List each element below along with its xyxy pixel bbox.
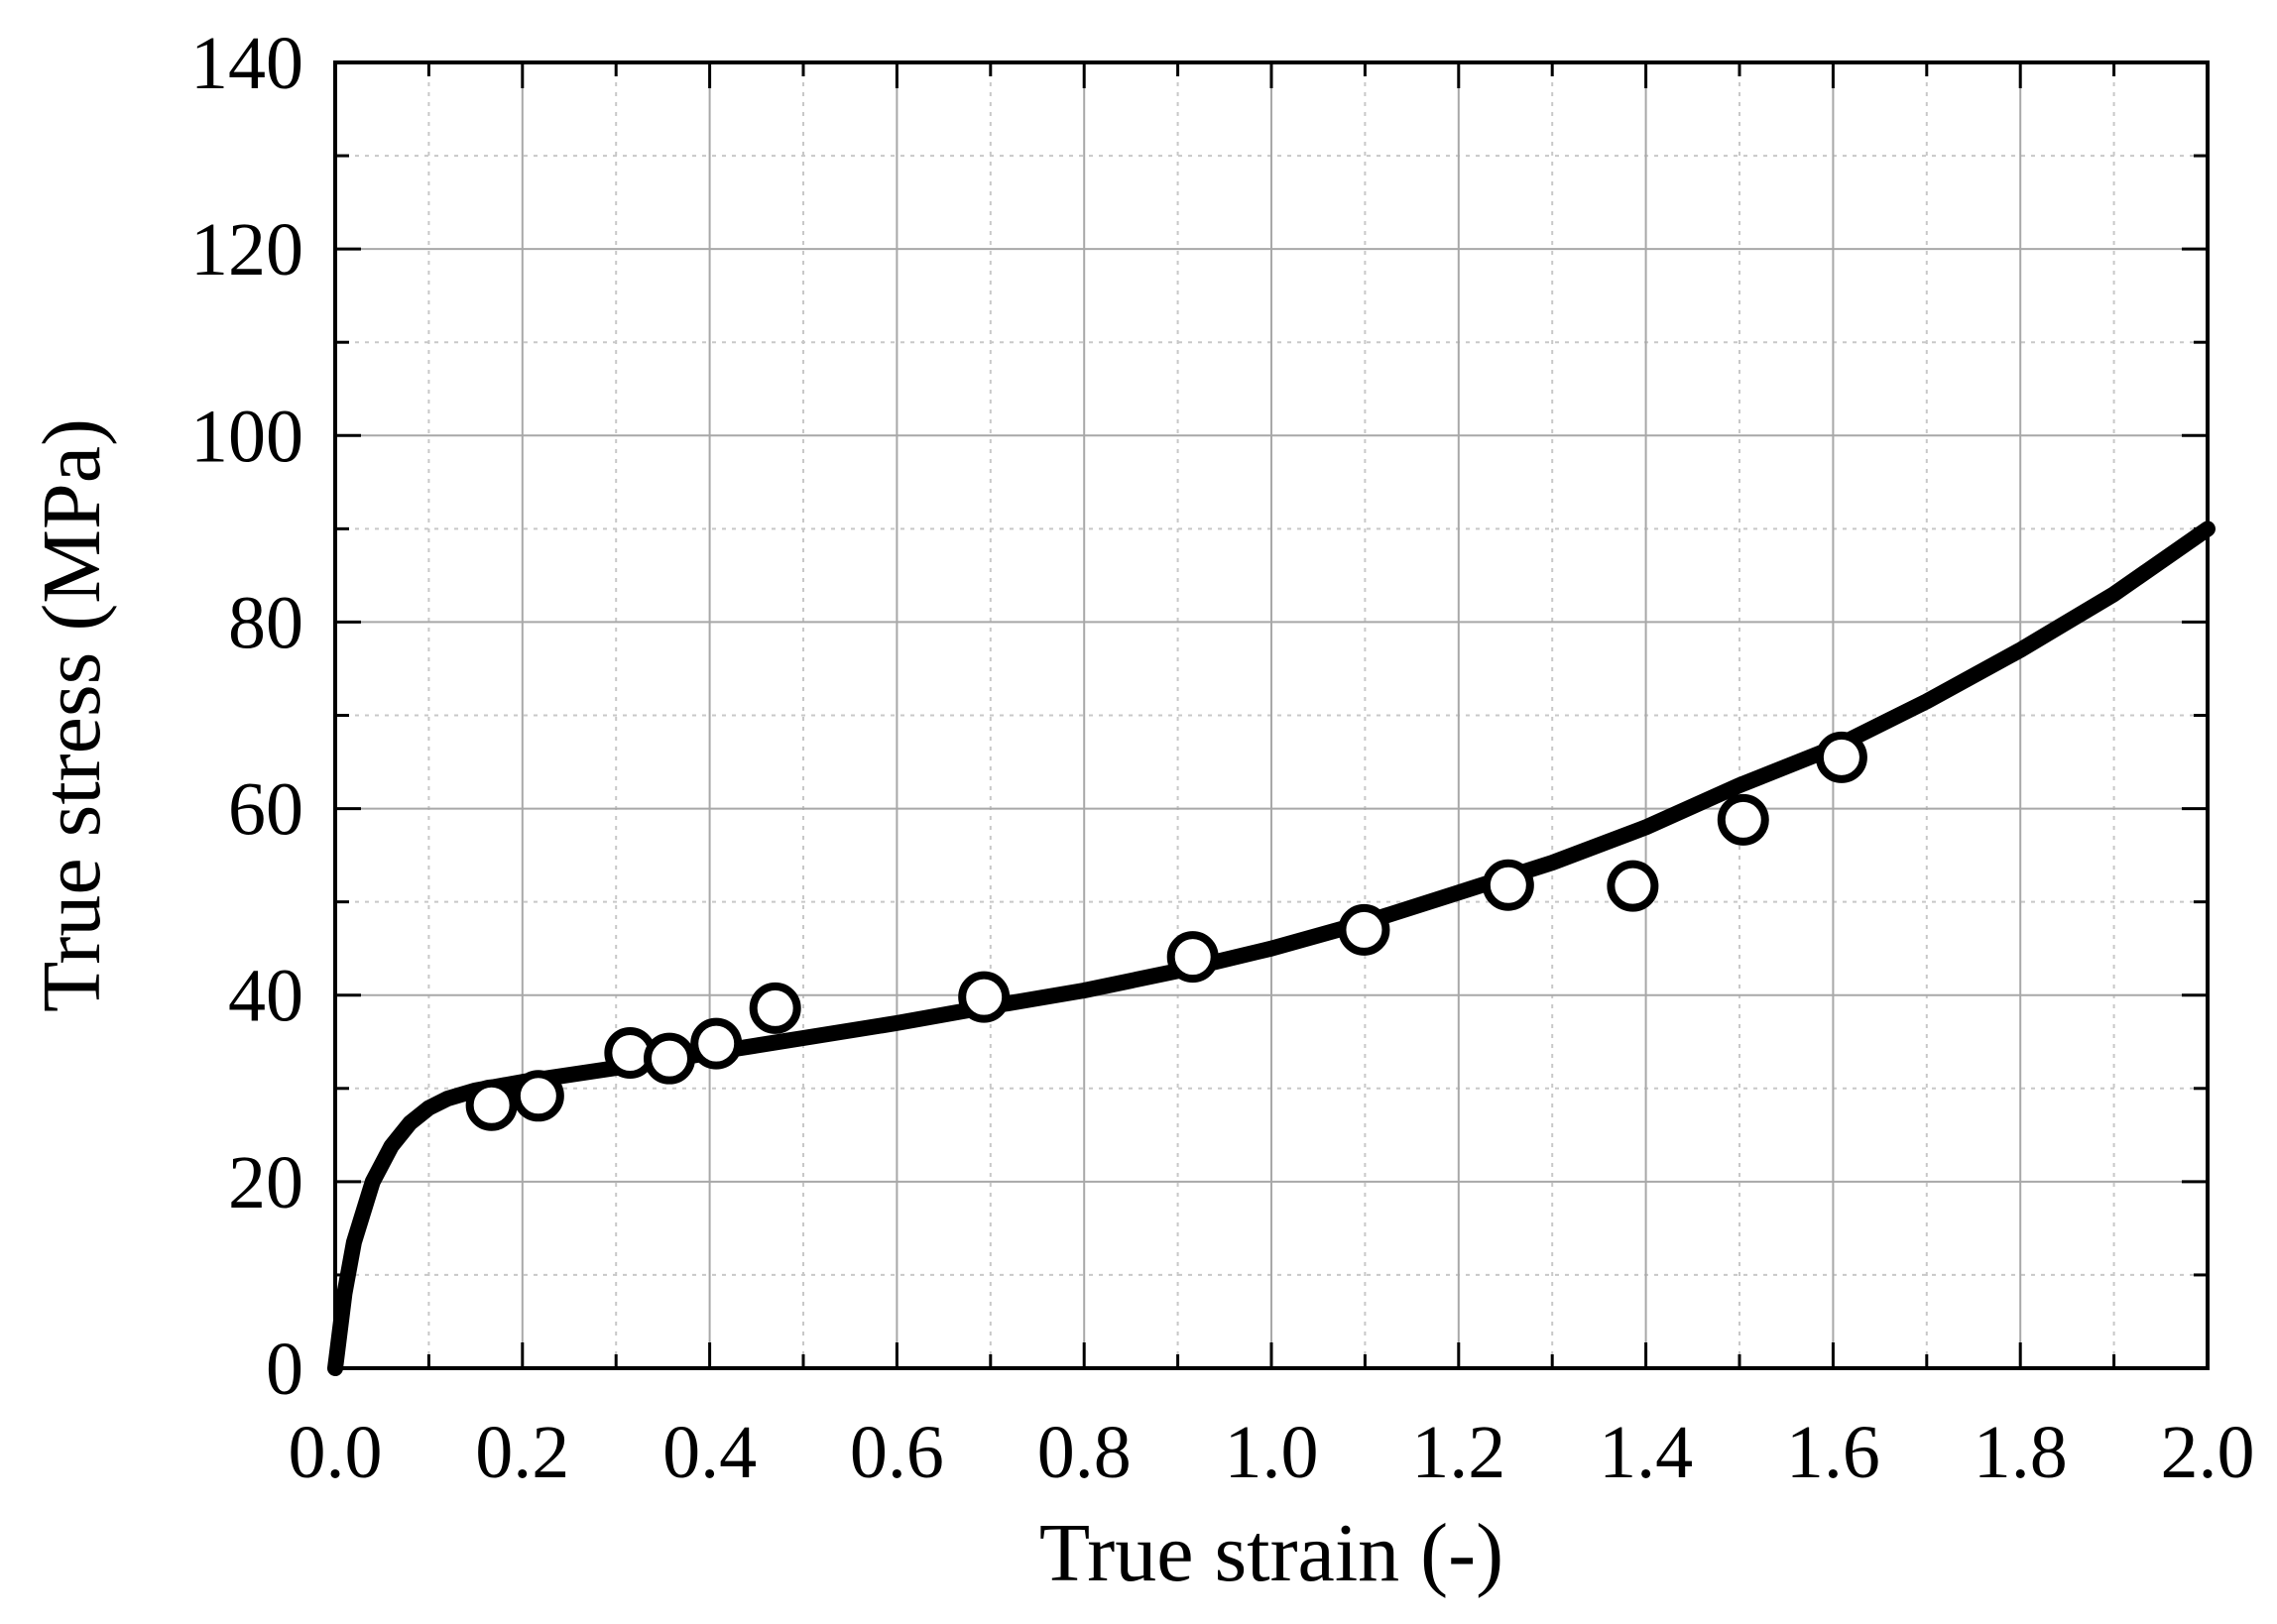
data-point-marker (1482, 859, 1534, 911)
x-tick-label: 1.0 (1225, 1411, 1319, 1494)
y-tick-label: 40 (228, 955, 303, 1038)
data-point-marker (1338, 903, 1390, 956)
x-axis-title: True strain (-) (1039, 1507, 1503, 1599)
y-tick-labels: 0 20 40 60 80 100 120 140 (190, 22, 303, 1411)
x-tick-label: 1.4 (1599, 1411, 1693, 1494)
data-point-marker (465, 1079, 518, 1131)
x-tick-label: 2.0 (2161, 1411, 2255, 1494)
y-tick-label: 60 (228, 768, 303, 852)
data-point-marker (1717, 793, 1769, 846)
fitted-curve-line (327, 521, 2216, 1376)
data-point-marker (749, 982, 801, 1034)
x-tick-label: 0.8 (1037, 1411, 1132, 1494)
axis-ticks (333, 60, 2210, 1370)
x-tick-label: 0.4 (662, 1411, 757, 1494)
data-point-marker (958, 971, 1011, 1023)
x-tick-label: 1.8 (1974, 1411, 2068, 1494)
data-point-marker (512, 1070, 564, 1122)
x-tick-label: 1.2 (1411, 1411, 1505, 1494)
data-point-marker (1607, 860, 1659, 912)
data-point-marker (1166, 931, 1219, 984)
x-tick-label: 1.6 (1786, 1411, 1880, 1494)
y-tick-label: 100 (190, 395, 303, 478)
y-axis-title: True stress (MPa) (26, 418, 118, 1012)
grid (335, 62, 2208, 1368)
y-tick-label: 80 (228, 581, 303, 664)
x-tick-label: 0.0 (289, 1411, 383, 1494)
y-tick-label: 20 (228, 1141, 303, 1224)
data-point-marker (1815, 731, 1867, 783)
x-tick-label: 0.2 (475, 1411, 569, 1494)
data-point-marker (690, 1017, 743, 1070)
y-tick-label: 140 (190, 22, 303, 105)
x-tick-label: 0.6 (850, 1411, 944, 1494)
data-point-marker (644, 1032, 696, 1085)
x-tick-labels: 0.0 0.2 0.4 0.6 0.8 1.0 1.2 1.4 1.6 1.8 2.0 (289, 1411, 2255, 1494)
y-tick-label: 0 (266, 1328, 303, 1411)
fitted-curve-series (327, 521, 2216, 1376)
experimental-points-series (465, 731, 1867, 1131)
y-tick-label: 120 (190, 208, 303, 291)
